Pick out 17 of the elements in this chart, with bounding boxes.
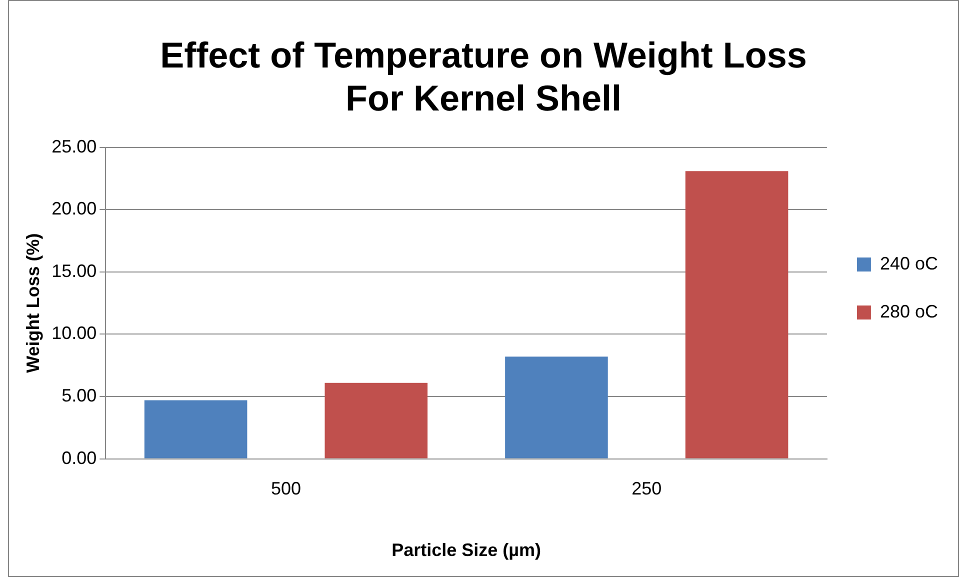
y-tick-label: 20.00	[52, 198, 97, 219]
x-axis-title: Particle Size (µm)	[392, 540, 542, 560]
y-tick-label: 10.00	[52, 323, 97, 344]
y-tick-label: 25.00	[52, 136, 97, 156]
bar	[505, 356, 608, 458]
bar	[324, 382, 428, 458]
y-tick-label: 0.00	[62, 448, 97, 468]
chart-title: Effect of Temperature on Weight Loss For Kernel Shell	[160, 34, 807, 119]
y-tick-label: 15.00	[52, 260, 97, 281]
legend-label: 240 oC	[880, 253, 938, 274]
legend-label: 280 oC	[880, 301, 938, 322]
x-tick-label: 250	[632, 478, 662, 499]
x-tick-label: 500	[270, 478, 301, 499]
y-axis-title: Weight Loss (%)	[22, 233, 43, 373]
bar	[144, 400, 248, 458]
bar	[685, 171, 788, 458]
y-tick-label: 5.00	[62, 385, 97, 406]
